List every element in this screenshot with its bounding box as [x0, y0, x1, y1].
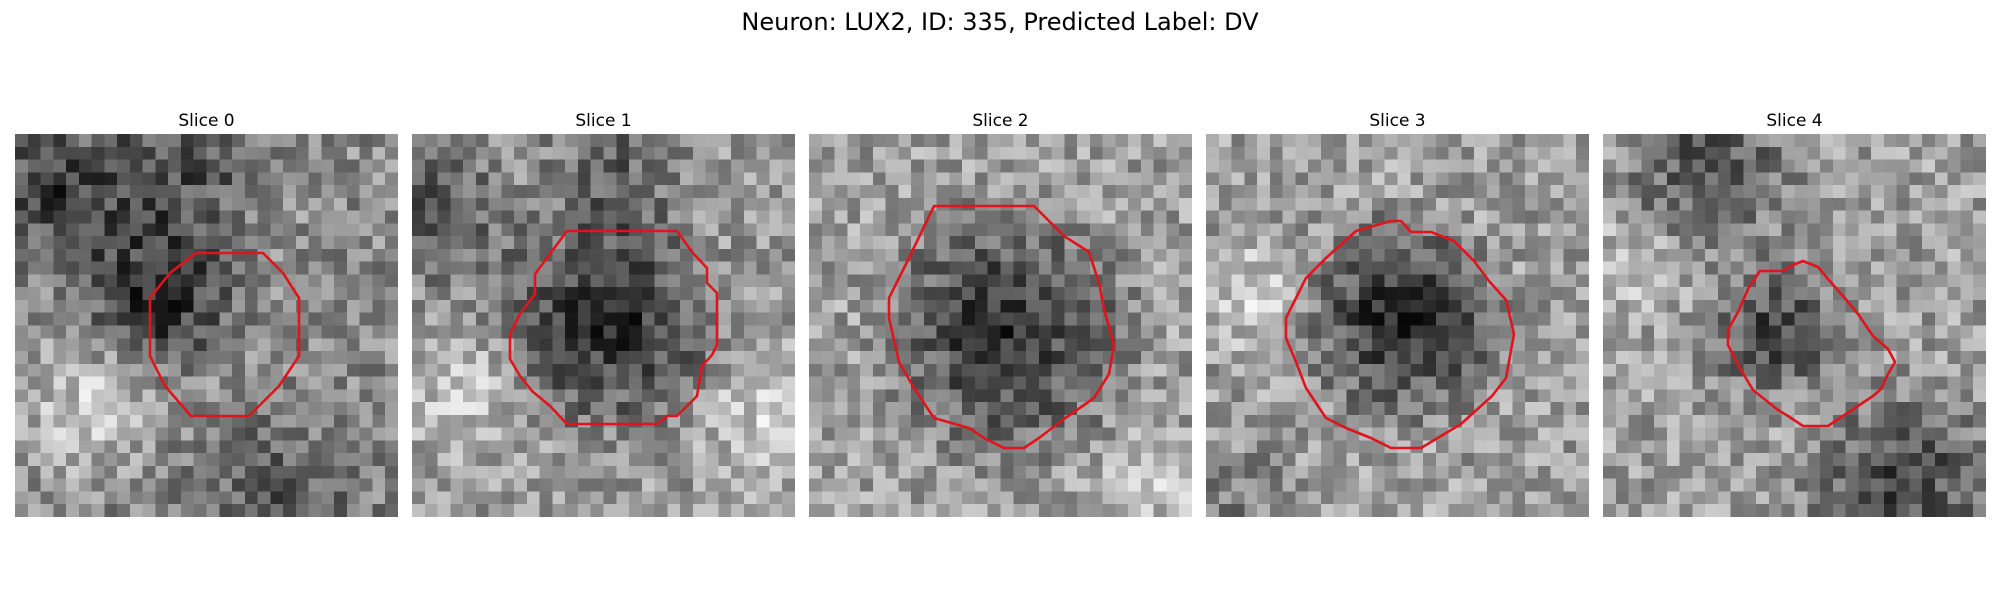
- segmentation-contour: [508, 229, 719, 426]
- microscopy-image: [1206, 134, 1589, 517]
- segmentation-contour: [1284, 219, 1516, 450]
- microscopy-image: [15, 134, 398, 517]
- slice-panel-4: Slice 4: [1603, 108, 1986, 517]
- slice-title: Slice 0: [178, 111, 235, 131]
- slice-panel-0: Slice 0: [15, 108, 398, 517]
- segmentation-contour: [887, 204, 1116, 450]
- segmentation-contour: [148, 251, 301, 418]
- segmentation-contour: [1726, 259, 1897, 428]
- slice-title: Slice 4: [1766, 111, 1823, 131]
- microscopy-image: [412, 134, 795, 517]
- slice-panel-3: Slice 3: [1206, 108, 1589, 517]
- figure-title: Neuron: LUX2, ID: 335, Predicted Label: …: [741, 8, 1259, 36]
- slice-title: Slice 1: [575, 111, 632, 131]
- slice-title: Slice 2: [972, 111, 1029, 131]
- slice-title: Slice 3: [1369, 111, 1426, 131]
- microscopy-image: [809, 134, 1192, 517]
- slice-panel-2: Slice 2: [809, 108, 1192, 517]
- microscopy-image: [1603, 134, 1986, 517]
- slice-panel-1: Slice 1: [412, 108, 795, 517]
